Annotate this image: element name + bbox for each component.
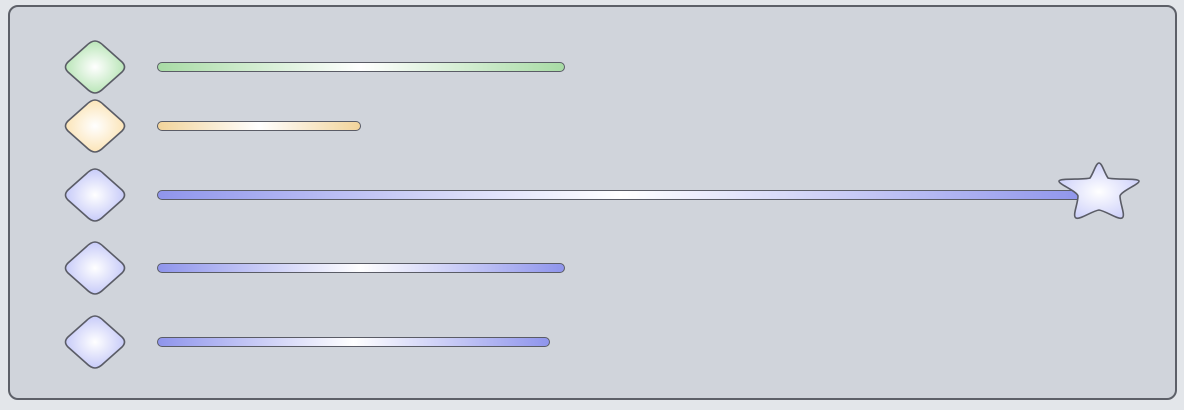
level-bar	[157, 121, 361, 131]
star-icon	[1054, 160, 1144, 222]
diamond-icon	[60, 39, 130, 95]
diamond-icon	[60, 167, 130, 223]
level-bar	[157, 190, 1085, 200]
diamond-icon	[60, 314, 130, 370]
level-bar	[157, 337, 550, 347]
level-bar	[157, 62, 565, 72]
levels-panel	[8, 5, 1177, 400]
level-bar	[157, 263, 565, 273]
diamond-icon	[60, 98, 130, 154]
diamond-icon	[60, 240, 130, 296]
